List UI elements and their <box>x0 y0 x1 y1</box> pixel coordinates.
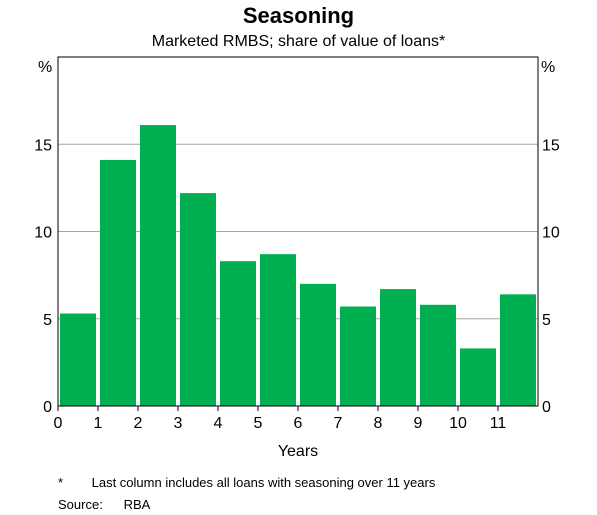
bar-3-4 <box>180 193 216 406</box>
bar-9-10 <box>420 304 456 406</box>
chart-subtitle: Marketed RMBS; share of value of loans* <box>151 33 446 50</box>
gridlines <box>58 143 538 320</box>
bar-4-5 <box>220 261 256 406</box>
x-axis-label: Years <box>278 443 318 460</box>
right-y-tick-labels: 0 5 10 15 <box>542 137 560 416</box>
x-tick-8: 8 <box>374 415 383 432</box>
bar-11+ <box>500 294 536 406</box>
right-y-tick-0: 0 <box>542 399 551 416</box>
x-tick-5: 5 <box>254 415 263 432</box>
x-tick-6: 6 <box>294 415 303 432</box>
left-y-tick-15: 15 <box>34 137 52 154</box>
right-y-tick-10: 10 <box>542 225 560 242</box>
left-y-tick-5: 5 <box>43 312 52 329</box>
bar-6-7 <box>300 283 336 406</box>
left-y-tick-labels: 0 5 10 15 <box>34 137 52 416</box>
x-tick-2: 2 <box>134 415 143 432</box>
footnote: * Last column includes all loans with se… <box>58 475 435 490</box>
bar-8-9 <box>380 289 416 406</box>
bar-1-2 <box>100 159 136 406</box>
x-tick-11: 11 <box>490 415 507 432</box>
source-line: Source: RBA <box>58 497 150 512</box>
bar-5-6 <box>260 254 296 406</box>
source-value: RBA <box>123 497 151 512</box>
source-label: Source: <box>58 497 103 512</box>
y-unit-right: % <box>541 59 555 76</box>
y-unit-left: % <box>38 59 52 76</box>
left-y-tick-0: 0 <box>43 399 52 416</box>
x-tick-3: 3 <box>174 415 183 432</box>
x-tick-10: 10 <box>449 415 467 432</box>
bar-10-11 <box>460 348 496 406</box>
bars <box>60 125 536 407</box>
right-y-tick-15: 15 <box>542 137 560 154</box>
x-tick-9: 9 <box>414 415 423 432</box>
bar-7-8 <box>340 306 376 406</box>
left-y-tick-10: 10 <box>34 225 52 242</box>
plot-frame <box>57 56 539 407</box>
footnote-text: Last column includes all loans with seas… <box>91 475 436 490</box>
x-tick-labels: 0 1 2 3 4 5 6 7 8 9 10 11 <box>54 406 507 432</box>
chart-title: Seasoning <box>242 3 355 28</box>
x-tick-1: 1 <box>94 415 103 432</box>
bar-0-1 <box>60 313 96 406</box>
x-tick-0: 0 <box>54 415 63 432</box>
right-y-tick-5: 5 <box>542 312 551 329</box>
x-tick-4: 4 <box>214 415 223 432</box>
footnote-mark: * <box>58 475 64 490</box>
x-tick-7: 7 <box>334 415 343 432</box>
bar-2-3 <box>140 125 176 407</box>
